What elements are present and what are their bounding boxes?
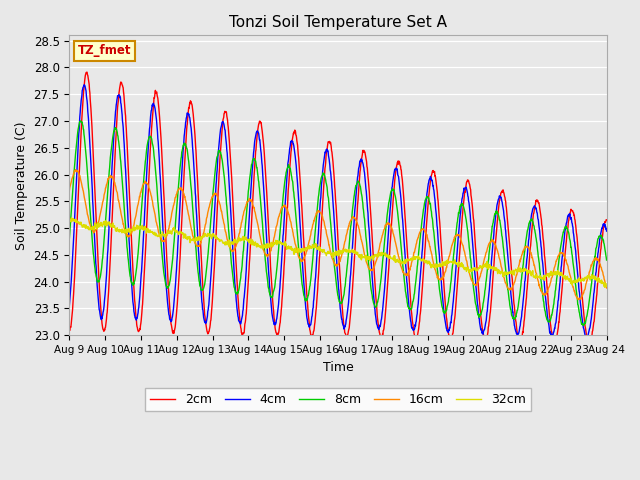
- 8cm: [587, 285, 595, 291]
- 4cm: [80, 82, 88, 88]
- 16cm: [268, 244, 275, 250]
- 4cm: [120, 131, 127, 137]
- Text: TZ_fmet: TZ_fmet: [77, 44, 131, 57]
- 8cm: [65, 235, 73, 241]
- 8cm: [603, 257, 611, 263]
- 32cm: [515, 264, 522, 270]
- 32cm: [601, 285, 609, 290]
- 16cm: [515, 263, 523, 268]
- Line: 32cm: 32cm: [69, 218, 607, 288]
- 2cm: [120, 89, 127, 95]
- 32cm: [65, 215, 73, 221]
- Line: 4cm: 4cm: [69, 85, 607, 338]
- 4cm: [65, 302, 73, 308]
- Line: 16cm: 16cm: [69, 169, 607, 300]
- 8cm: [497, 226, 505, 232]
- 8cm: [579, 322, 587, 328]
- 16cm: [603, 285, 611, 291]
- 4cm: [583, 335, 591, 341]
- 16cm: [72, 167, 79, 172]
- 2cm: [587, 337, 595, 343]
- 32cm: [119, 229, 127, 235]
- 16cm: [574, 297, 582, 302]
- 4cm: [603, 228, 611, 234]
- 32cm: [586, 277, 594, 283]
- 4cm: [515, 330, 523, 336]
- 16cm: [65, 188, 73, 193]
- 16cm: [108, 174, 116, 180]
- 16cm: [120, 221, 127, 227]
- 16cm: [587, 263, 595, 269]
- 2cm: [586, 341, 593, 347]
- 8cm: [268, 295, 275, 300]
- 2cm: [108, 216, 116, 222]
- 4cm: [268, 306, 275, 312]
- 2cm: [497, 190, 505, 195]
- 2cm: [603, 217, 611, 223]
- 8cm: [515, 298, 523, 304]
- 32cm: [497, 270, 504, 276]
- 8cm: [120, 196, 127, 202]
- Line: 2cm: 2cm: [69, 72, 607, 344]
- Line: 8cm: 8cm: [69, 121, 607, 325]
- 32cm: [268, 243, 275, 249]
- 2cm: [515, 338, 523, 344]
- 4cm: [108, 163, 116, 169]
- 2cm: [65, 327, 73, 333]
- 4cm: [497, 195, 505, 201]
- 16cm: [497, 264, 505, 269]
- 8cm: [108, 141, 116, 146]
- 2cm: [83, 69, 91, 75]
- 32cm: [603, 283, 611, 289]
- X-axis label: Time: Time: [323, 360, 353, 373]
- Title: Tonzi Soil Temperature Set A: Tonzi Soil Temperature Set A: [229, 15, 447, 30]
- Legend: 2cm, 4cm, 8cm, 16cm, 32cm: 2cm, 4cm, 8cm, 16cm, 32cm: [145, 388, 531, 411]
- 8cm: [77, 118, 84, 124]
- 2cm: [268, 281, 275, 287]
- 4cm: [587, 318, 595, 324]
- 32cm: [108, 223, 116, 228]
- Y-axis label: Soil Temperature (C): Soil Temperature (C): [15, 121, 28, 250]
